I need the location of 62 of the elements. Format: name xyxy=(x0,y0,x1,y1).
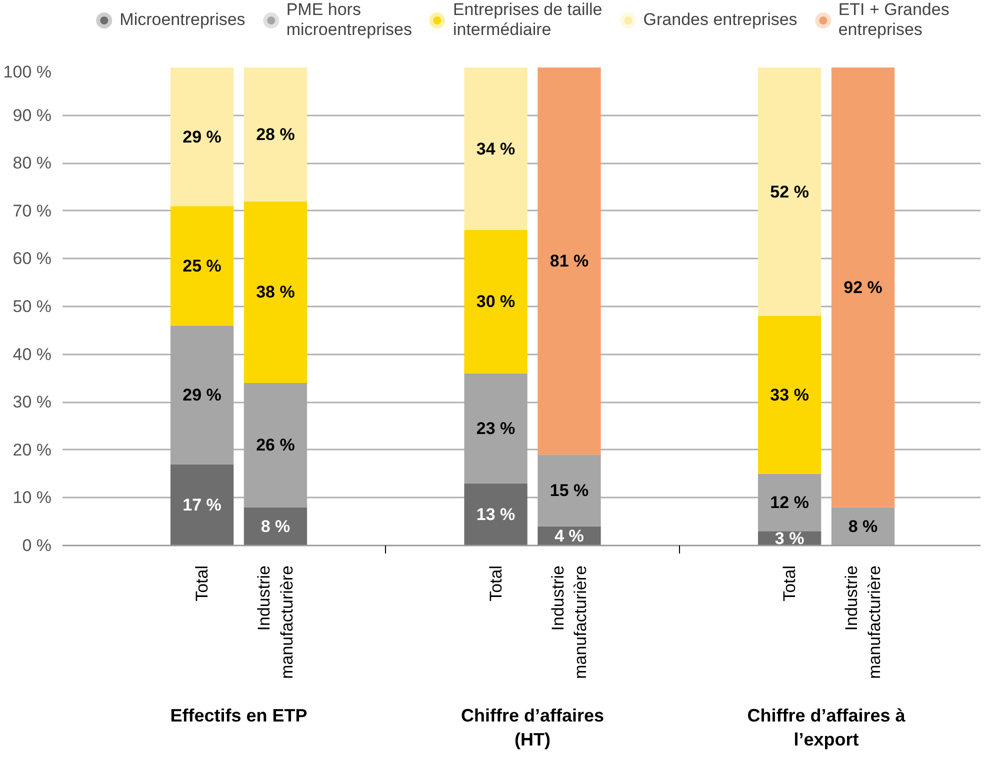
y-tick-label: 10 % xyxy=(12,488,52,508)
bar xyxy=(831,68,895,508)
bar xyxy=(244,68,308,202)
bar xyxy=(170,326,234,464)
bar xyxy=(464,483,528,546)
y-tick-label: 0 % xyxy=(22,536,52,555)
y-tick-label: 40 % xyxy=(12,344,52,364)
legend-label: PME hors microentreprises xyxy=(286,0,412,40)
text: Chiffre d’affaires (HT) xyxy=(461,706,604,750)
y-tick-label: 30 % xyxy=(12,392,52,412)
text: Chiffre d’affaires à l’export xyxy=(747,706,906,750)
data-label: 33 % xyxy=(770,385,809,404)
data-label: 15 % xyxy=(550,481,589,500)
x-tick-label: Total xyxy=(486,565,506,602)
data-label: 4 % xyxy=(554,526,584,546)
x-tick-label: Industrie manufacturière xyxy=(548,566,590,679)
y-tick-label: 50 % xyxy=(12,297,52,316)
data-label: 29 % xyxy=(182,385,222,404)
data-label: 30 % xyxy=(476,292,516,312)
data-label: 34 % xyxy=(476,139,516,158)
bar xyxy=(244,507,308,546)
bar xyxy=(758,68,822,316)
data-label: 92 % xyxy=(844,278,882,297)
y-tick-label: 60 % xyxy=(12,249,52,268)
bar xyxy=(464,373,528,484)
bar xyxy=(538,68,601,455)
data-label: 8 % xyxy=(260,516,290,536)
y-tick-label: 70 % xyxy=(12,201,52,220)
data-label: 38 % xyxy=(256,282,295,302)
data-label: 3 % xyxy=(774,528,804,548)
y-tick-label: 100 % xyxy=(3,62,52,82)
bar xyxy=(170,206,234,326)
y-tick-label: 20 % xyxy=(12,440,52,460)
text: Effectifs en ETP xyxy=(170,706,308,726)
bar xyxy=(831,507,895,546)
x-tick-label: Total xyxy=(780,565,800,602)
data-label: 28 % xyxy=(256,124,295,144)
bar xyxy=(758,316,822,474)
data-label: 12 % xyxy=(770,492,809,512)
data-label: 17 % xyxy=(182,495,222,514)
bar xyxy=(464,230,528,374)
y-tick-label: 90 % xyxy=(12,106,52,125)
x-tick-label: Total xyxy=(192,565,212,602)
x-tick-label: Industrie manufacturière xyxy=(254,566,296,679)
bar xyxy=(464,68,528,230)
data-label: 81 % xyxy=(550,252,589,271)
legend-label: ETI + Grandes entreprises xyxy=(838,0,950,40)
legend-label: Microentreprises xyxy=(120,10,246,30)
data-label: 23 % xyxy=(476,418,516,438)
data-label: 26 % xyxy=(256,436,295,455)
data-label: 29 % xyxy=(182,127,222,146)
legend-label: Grandes entreprises xyxy=(643,10,798,30)
data-label: 8 % xyxy=(848,516,878,536)
x-tick-label: Industrie manufacturière xyxy=(842,566,884,679)
bar xyxy=(170,464,234,546)
data-label: 25 % xyxy=(182,256,222,276)
data-label: 52 % xyxy=(770,182,809,202)
y-tick-label: 80 % xyxy=(12,154,52,173)
bar xyxy=(170,68,234,206)
data-label: 13 % xyxy=(476,504,516,524)
bar xyxy=(244,201,308,383)
legend-label: Entreprises de taille intermédiaire xyxy=(452,0,602,40)
